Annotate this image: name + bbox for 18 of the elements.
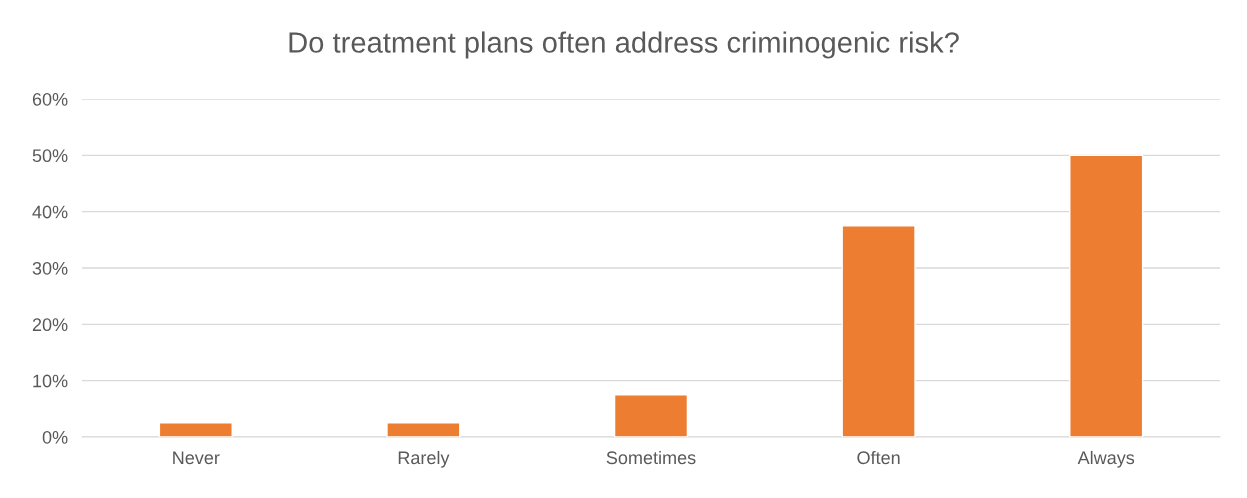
bar xyxy=(613,394,689,437)
x-tick-label: Always xyxy=(1077,450,1135,468)
chart-title: Do treatment plans often address criminogenic risk? xyxy=(289,31,959,59)
bar xyxy=(1069,154,1144,437)
y-tick-label: 30% xyxy=(32,261,68,275)
x-tick-label: Rarely xyxy=(398,450,450,468)
y-tick-label: 50% xyxy=(32,149,68,163)
y-tick-label: 60% xyxy=(32,92,68,106)
x-tick-label: Often xyxy=(857,450,900,465)
y-tick-label: 20% xyxy=(32,318,68,332)
y-tick-label: 40% xyxy=(32,205,68,219)
x-tick-label: Never xyxy=(173,451,220,465)
y-tick-label: 0% xyxy=(42,430,68,444)
y-tick-label: 10% xyxy=(33,374,68,388)
bar xyxy=(158,422,233,437)
bar xyxy=(841,225,916,437)
x-tick-label: Sometimes xyxy=(606,450,696,465)
bar xyxy=(386,422,461,437)
